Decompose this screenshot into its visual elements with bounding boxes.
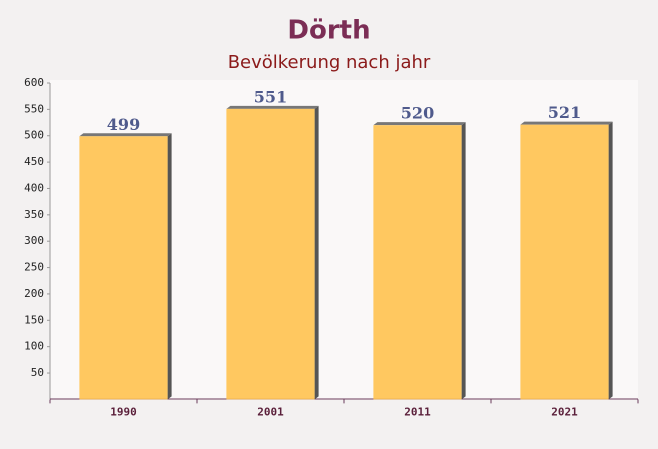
y-tick-label: 500 [24, 129, 44, 142]
y-tick-label: 550 [24, 102, 44, 115]
y-tick-label: 200 [24, 287, 44, 300]
bar-shadow [461, 122, 466, 400]
bar-shadow [167, 133, 172, 400]
x-tick-label: 2001 [257, 405, 284, 418]
y-tick-label: 100 [24, 340, 44, 353]
bar-top-shadow [226, 105, 319, 109]
bar [226, 108, 315, 400]
bar-shadow [608, 121, 613, 400]
bar-top-shadow [79, 133, 172, 137]
y-tick-label: 250 [24, 261, 44, 274]
bar [520, 124, 609, 400]
chart-subtitle: Bevölkerung nach jahr [228, 52, 431, 73]
value-label: 499 [107, 115, 140, 134]
y-tick-label: 600 [24, 76, 44, 89]
y-tick-label: 450 [24, 155, 44, 168]
x-tick-label: 1990 [110, 405, 137, 418]
y-tick-label: 150 [24, 313, 44, 326]
y-tick-label: 400 [24, 181, 44, 194]
y-tick-label: 300 [24, 234, 44, 247]
value-label: 520 [401, 104, 434, 123]
bar [373, 125, 462, 400]
value-label: 521 [548, 103, 581, 122]
bar [79, 136, 168, 400]
bar-shadow [314, 105, 319, 400]
x-tick-label: 2021 [551, 405, 578, 418]
bar-top-shadow [373, 122, 466, 126]
y-tick-label: 350 [24, 208, 44, 221]
chart-title: Dörth [287, 16, 370, 46]
x-tick-label: 2011 [404, 405, 431, 418]
value-label: 551 [254, 87, 287, 106]
bar-top-shadow [520, 121, 613, 125]
y-tick-label: 50 [31, 366, 44, 379]
